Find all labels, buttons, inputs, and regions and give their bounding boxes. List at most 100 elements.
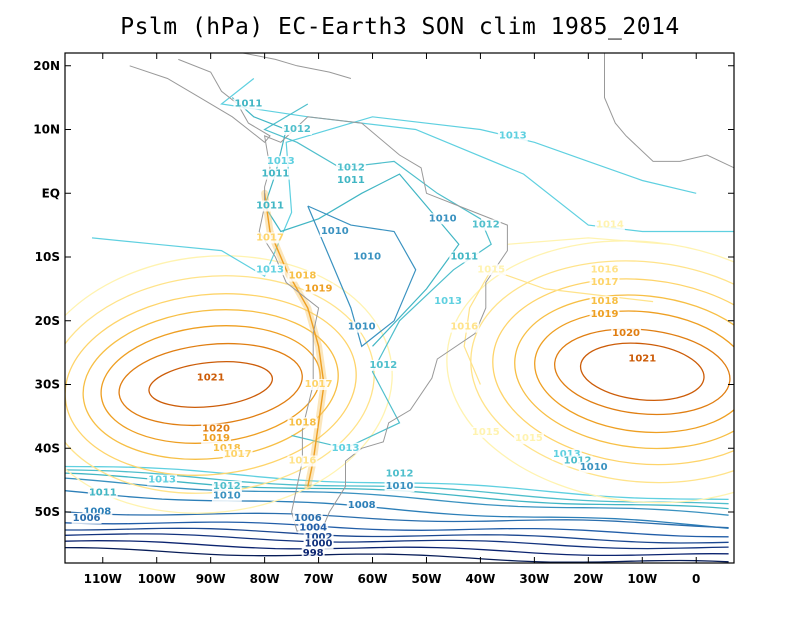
contour-label: 1002 <box>305 532 333 543</box>
contour-label: 1012 <box>337 162 365 173</box>
contour-label-bg <box>449 251 480 263</box>
contour-label-bg <box>368 359 399 371</box>
contour-label: 1008 <box>83 507 111 518</box>
isobar-1013 <box>220 78 734 233</box>
contour-label: 1011 <box>235 99 263 110</box>
isobar-1016 <box>463 269 654 385</box>
coastlines <box>129 53 734 532</box>
contour-label-bg <box>578 461 609 473</box>
contour-label-bg <box>211 490 242 502</box>
contour-label-bg <box>433 296 464 308</box>
contour-label: 1017 <box>256 232 284 243</box>
contour-label: 1015 <box>477 264 505 275</box>
contour-label: 1018 <box>213 443 241 454</box>
map-frame <box>64 52 735 564</box>
isobar-1015 <box>446 240 734 504</box>
contour-label: 1020 <box>612 328 640 339</box>
contour-label-bg <box>87 487 118 499</box>
x-tick-label: 0 <box>692 572 700 586</box>
contour-label: 1012 <box>369 360 397 371</box>
contour-label: 1013 <box>148 475 176 486</box>
contour-label-bg <box>303 283 334 295</box>
isobar-1013 <box>91 116 697 277</box>
contour-label-bg <box>298 522 329 534</box>
isobar-1002 <box>65 527 729 544</box>
contour-label-bg <box>330 442 361 454</box>
contour-label: 1019 <box>591 309 619 320</box>
contour-label: 1012 <box>386 468 414 479</box>
contour-label-bg <box>201 423 232 435</box>
contour-label: 1017 <box>591 277 619 288</box>
x-tick-label: 70W <box>304 572 334 586</box>
contour-label: 1006 <box>73 513 101 524</box>
contour-label-bg <box>497 130 528 142</box>
contour-label-bg <box>346 500 377 512</box>
x-tick-label: 10W <box>627 572 657 586</box>
contour-label-bg <box>336 162 366 174</box>
contour-label: 1010 <box>213 491 241 502</box>
contour-label-bg <box>82 506 113 518</box>
contour-label-bg <box>470 426 501 438</box>
contour-label-bg <box>292 512 323 524</box>
contour-label: 1006 <box>294 513 322 524</box>
isobar-1016 <box>470 260 734 484</box>
contour-label: 1017 <box>224 449 252 460</box>
contour-label: 1010 <box>580 462 608 473</box>
contour-label: 1013 <box>267 156 295 167</box>
isobar-1021 <box>579 342 705 401</box>
isobar-1018 <box>514 294 734 450</box>
contour-label-bg <box>303 532 334 543</box>
x-tick-label: 40W <box>465 572 495 586</box>
contour-label: 1016 <box>591 264 619 275</box>
x-tick-label: 100W <box>138 572 176 586</box>
contour-label-bg <box>303 379 334 390</box>
x-tick-label: 20W <box>573 572 603 586</box>
contour-label: 1019 <box>305 283 333 294</box>
contour-label-bg <box>384 481 415 492</box>
contour-label-bg <box>255 200 285 212</box>
contour-label-bg <box>282 124 312 135</box>
contour-label: 1013 <box>256 264 284 275</box>
x-tick-label: 110W <box>84 572 122 586</box>
contour-label-bg <box>384 468 415 480</box>
contour-label-bg <box>255 232 285 244</box>
isobar-1015 <box>65 255 393 514</box>
isobar-1020 <box>554 328 731 416</box>
contour-label: 1010 <box>386 481 414 492</box>
contour-label-bg <box>627 353 658 365</box>
longitude-axis: 110W 100W 90W 80W 70W 60W 50W 40W 30W 20W 10W 0 <box>84 53 700 586</box>
contour-label: 1011 <box>89 487 117 498</box>
contour-label-bg <box>589 264 620 276</box>
contour-label-bg <box>255 264 285 276</box>
contour-label-bg <box>449 321 480 333</box>
contour-label: 1020 <box>202 424 230 435</box>
contour-label-bg <box>319 226 350 237</box>
high-pressure-label: 1021 <box>197 373 225 384</box>
contour-label-bg <box>562 455 593 467</box>
contour-label-bg <box>287 417 318 429</box>
central-america-coastline <box>129 58 271 143</box>
contour-label: 1010 <box>429 213 457 224</box>
isobar-1006 <box>65 511 729 529</box>
caribbean-islands <box>242 53 352 79</box>
south-america-coastline <box>258 116 508 532</box>
contour-label-bg <box>551 449 582 461</box>
contour-label-bg <box>71 512 102 524</box>
contour-label: 1013 <box>553 449 581 460</box>
isobar-1019 <box>263 193 325 487</box>
contour-label-bg <box>211 481 242 492</box>
y-tick-label: 30S <box>35 378 60 392</box>
contour-label: 1011 <box>450 252 478 263</box>
isobar-1012 <box>263 103 492 449</box>
isobar-1019 <box>534 310 734 434</box>
isobar-1018 <box>82 309 339 460</box>
isobar-1010 <box>307 205 417 348</box>
africa-coastline <box>604 53 734 169</box>
contour-label: 1015 <box>515 433 543 444</box>
contour-label-bg <box>594 219 625 231</box>
contour-label: 1012 <box>213 481 241 492</box>
isobar-1020 <box>118 342 303 427</box>
isobar-1017 <box>492 278 734 466</box>
y-tick-label: 40S <box>35 441 60 455</box>
contour-label-bg <box>211 442 242 454</box>
